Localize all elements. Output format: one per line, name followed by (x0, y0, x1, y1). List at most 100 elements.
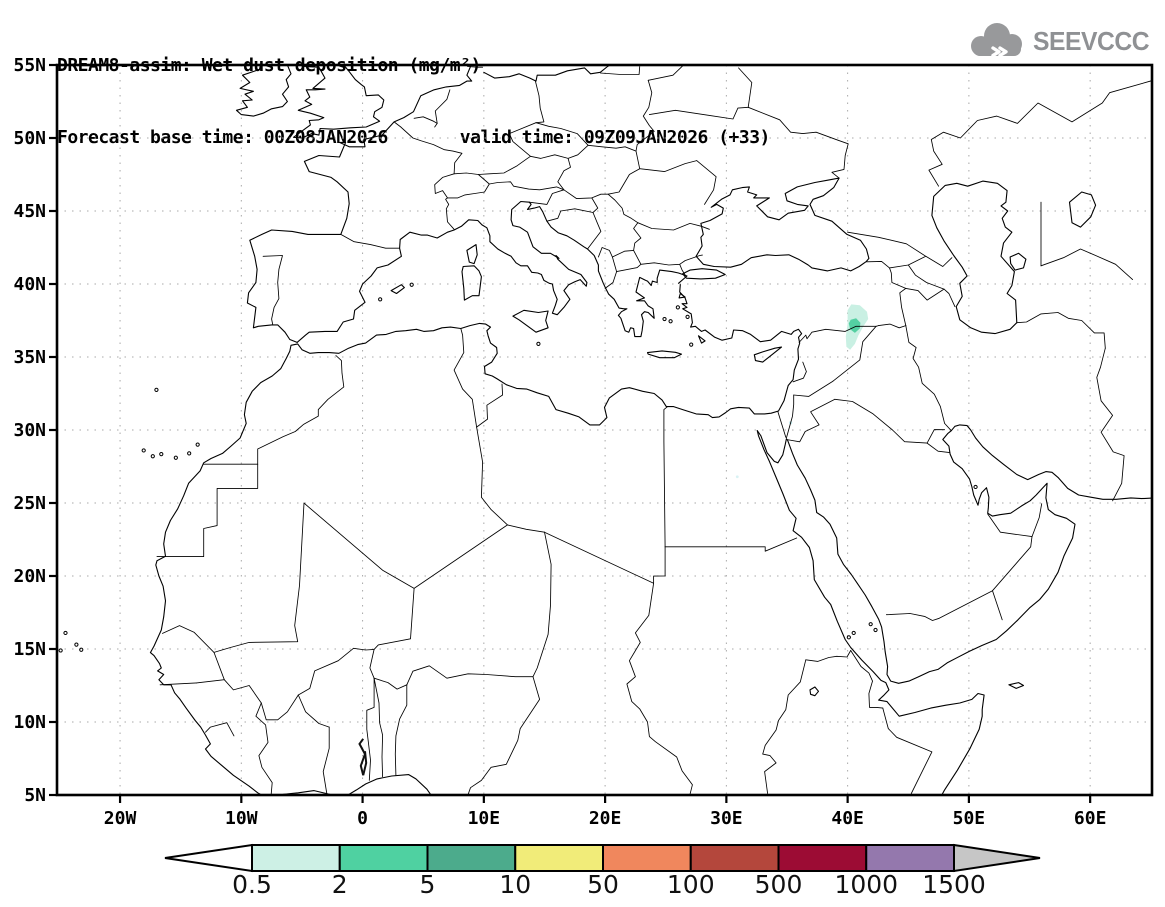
legend-label: 10 (499, 870, 531, 899)
country-border (832, 325, 877, 382)
country-border (508, 122, 589, 159)
country-border (907, 264, 945, 290)
coastline-island (646, 350, 683, 359)
coastline (296, 200, 588, 343)
island-dot (378, 297, 383, 302)
country-border (546, 210, 562, 222)
coastline (149, 284, 803, 795)
country-border (987, 513, 1033, 538)
country-border (159, 682, 197, 686)
geography-layer (58, 55, 1152, 795)
country-border (647, 65, 685, 81)
country-border (534, 80, 545, 124)
graticule-gridlines (57, 65, 1152, 795)
country-border (162, 625, 215, 653)
country-border (544, 531, 655, 584)
country-border (648, 106, 749, 120)
country-border (260, 694, 299, 721)
country-border (467, 66, 484, 68)
country-border (453, 328, 478, 428)
country-border (882, 707, 933, 794)
legend-label: 2 (332, 870, 348, 899)
island-dot (973, 484, 978, 490)
country-border (798, 325, 880, 343)
country-border (635, 79, 655, 152)
country-border (196, 679, 225, 684)
coastline-island (292, 65, 385, 139)
country-border (785, 398, 836, 443)
coastline (479, 55, 496, 64)
country-border (393, 121, 463, 175)
y-axis-tick-label: 25N (13, 493, 46, 514)
coastline (277, 774, 432, 795)
country-border (663, 406, 669, 548)
country-border (476, 426, 508, 526)
country-border (1040, 248, 1134, 281)
country-border (607, 193, 710, 231)
island-dot (63, 630, 68, 636)
country-border (587, 212, 602, 250)
country-border (476, 383, 504, 428)
coastline (756, 430, 985, 795)
country-border (747, 106, 849, 179)
country-border (762, 659, 807, 794)
country-border (696, 160, 717, 205)
y-axis-tick-label: 35N (13, 347, 46, 368)
country-border (434, 172, 490, 199)
legend-label: 0.5 (232, 870, 272, 899)
country-border (205, 722, 235, 737)
island-dot (846, 635, 851, 640)
country-border (213, 502, 305, 653)
y-axis-tick-label: 45N (13, 201, 46, 222)
y-axis-tick-label: 15N (13, 639, 46, 660)
island-dot (79, 647, 84, 652)
island-dot (154, 387, 159, 392)
country-border (878, 323, 907, 329)
country-border (611, 249, 635, 258)
legend-segment (865, 844, 955, 872)
coastline-island (931, 180, 1018, 335)
legend-segment (426, 844, 517, 872)
country-border (262, 255, 283, 326)
country-border (445, 197, 455, 230)
island-dot (409, 282, 414, 287)
country-border (366, 677, 375, 781)
country-border (905, 325, 952, 432)
legend-right-arrow (953, 843, 1041, 873)
country-border (664, 537, 798, 552)
country-border (213, 651, 262, 704)
y-axis-tick-label: 40N (13, 274, 46, 295)
cloud-icon (970, 23, 1022, 58)
country-border (777, 411, 787, 438)
coastline-island (1068, 191, 1097, 228)
x-axis-tick-label: 20E (589, 808, 622, 829)
island-dot (74, 642, 79, 647)
country-border (563, 150, 641, 200)
country-border (899, 287, 907, 327)
coastline-island (461, 265, 482, 301)
valid-time: valid time: 09Z09JAN2026 (+33) (459, 127, 771, 148)
country-border (889, 255, 927, 269)
legend-segment (777, 844, 868, 872)
country-border (532, 531, 552, 678)
seevccc-logo: SEEVCCC (966, 20, 1155, 62)
coastline-island (390, 284, 405, 295)
country-border (604, 256, 618, 289)
x-axis-tick-label: 10W (225, 808, 258, 829)
country-border (394, 684, 408, 776)
country-border (406, 665, 534, 686)
coastline-island (1009, 252, 1027, 271)
island-dot (689, 342, 694, 347)
island-dot (675, 305, 680, 310)
country-border (928, 80, 1152, 187)
country-border (653, 546, 666, 584)
legend-label: 5 (420, 870, 436, 899)
coastline-island (235, 65, 292, 117)
country-border (793, 380, 834, 397)
x-axis-tick-label: 40E (831, 808, 864, 829)
legend-label: 500 (755, 870, 803, 899)
coastline (483, 65, 611, 82)
legend-segment (689, 844, 780, 872)
country-border (156, 463, 259, 558)
